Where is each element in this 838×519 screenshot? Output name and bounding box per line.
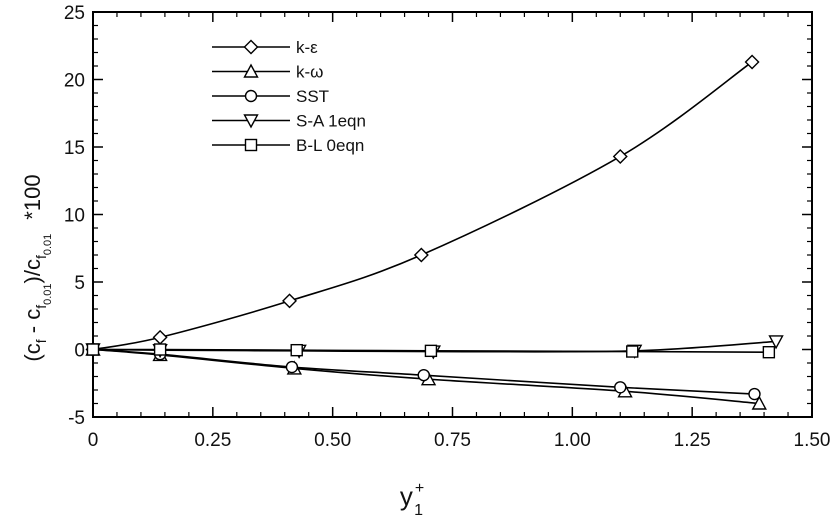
- series-0: [85, 54, 760, 357]
- x-tick-label: 1.00: [554, 430, 591, 451]
- legend-marker: [243, 114, 259, 129]
- x-tick-label: 0.50: [314, 430, 351, 451]
- x-tick-label: 0.75: [434, 430, 471, 451]
- y-axis-label-part-2: - c: [20, 309, 45, 340]
- data-point: [748, 387, 761, 401]
- legend-marker: [244, 89, 258, 103]
- data-point: [762, 346, 776, 359]
- y-axis-label: (cf - cf0.01)/cf0.01*100: [20, 174, 54, 361]
- legend: k-ε k-ω SST S-A 1eqn B-L 0eqn: [212, 38, 366, 155]
- x-tick-label: 0.25: [194, 430, 231, 451]
- data-point: [417, 368, 430, 382]
- data-point: [290, 343, 303, 357]
- legend-entry: k-ω: [212, 63, 323, 82]
- y-axis-label-part-4: *100: [20, 174, 45, 219]
- data-point: [626, 345, 639, 358]
- y-axis-label-sub-3b: 0.01: [42, 234, 54, 255]
- x-tick-label: 0: [88, 430, 99, 451]
- data-point: [744, 54, 760, 70]
- data-point: [751, 395, 767, 410]
- legend-label: SST: [296, 87, 329, 106]
- y-tick-label: 10: [64, 206, 85, 227]
- data-point: [424, 344, 438, 358]
- y-axis-label-part-3: )/c: [20, 259, 45, 283]
- x-axis-label: y +1: [400, 480, 424, 519]
- y-axis-label-sub-2b: 0.01: [42, 283, 54, 304]
- y-tick-label: 25: [64, 3, 85, 24]
- legend-entry: B-L 0eqn: [212, 136, 364, 155]
- y-tick-label: 20: [64, 71, 85, 92]
- legend-marker: [243, 39, 259, 55]
- data-point: [612, 148, 628, 164]
- series-line: [92, 61, 753, 351]
- y-tick-label: 5: [74, 273, 85, 294]
- legend-label: k-ε: [296, 38, 318, 57]
- x-axis-label-sub: 1: [414, 502, 423, 519]
- x-tick-label: 1.50: [794, 430, 831, 451]
- data-point: [413, 247, 429, 263]
- data-point: [768, 335, 784, 350]
- legend-marker: [243, 63, 259, 78]
- legend-label: S-A 1eqn: [296, 112, 366, 131]
- series-4: [86, 343, 776, 359]
- legend-entry: k-ε: [212, 38, 318, 57]
- legend-label: B-L 0eqn: [296, 136, 364, 155]
- data-point: [152, 329, 168, 345]
- x-axis-label-main: y: [400, 481, 413, 511]
- y-axis-label-part-1: (c: [20, 343, 45, 361]
- legend-label: k-ω: [296, 63, 323, 82]
- y-axis-label-sub-3: f: [33, 255, 49, 259]
- legend-entry: SST: [212, 87, 329, 106]
- legend-marker: [244, 138, 258, 152]
- x-axis-label-sup: +: [415, 480, 424, 497]
- y-axis-label-sub-1: f: [33, 339, 49, 343]
- y-tick-label: 15: [64, 138, 85, 159]
- data-point: [285, 360, 299, 374]
- y-axis-label-sub-2: f: [33, 305, 49, 309]
- x-tick-label: 1.25: [674, 430, 711, 451]
- data-point: [86, 343, 100, 356]
- y-tick-label: 0: [74, 341, 85, 362]
- data-point: [614, 381, 627, 394]
- plot-border: [92, 11, 813, 418]
- data-point: [153, 343, 167, 356]
- data-point: [282, 293, 298, 309]
- series-layer: [85, 54, 784, 410]
- legend-entry: S-A 1eqn: [212, 112, 366, 131]
- y-tick-label: -5: [68, 408, 85, 429]
